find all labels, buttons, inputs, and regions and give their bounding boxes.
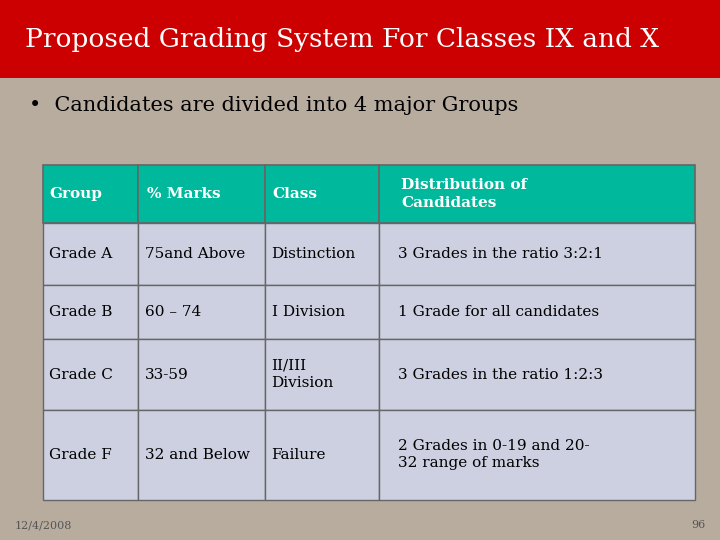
FancyBboxPatch shape [138, 286, 265, 339]
FancyBboxPatch shape [138, 339, 265, 410]
FancyBboxPatch shape [379, 339, 695, 410]
Text: 3 Grades in the ratio 1:2:3: 3 Grades in the ratio 1:2:3 [397, 368, 603, 382]
Text: Grade B: Grade B [49, 305, 112, 319]
FancyBboxPatch shape [43, 339, 138, 410]
Text: 96: 96 [691, 520, 706, 530]
Text: II/III
Division: II/III Division [271, 359, 334, 390]
FancyBboxPatch shape [0, 0, 720, 78]
Text: •  Candidates are divided into 4 major Groups: • Candidates are divided into 4 major Gr… [29, 96, 518, 115]
FancyBboxPatch shape [265, 410, 379, 500]
Text: % Marks: % Marks [147, 187, 220, 201]
FancyBboxPatch shape [138, 224, 265, 286]
Text: Failure: Failure [271, 448, 326, 462]
Text: 12/4/2008: 12/4/2008 [14, 520, 72, 530]
FancyBboxPatch shape [43, 165, 138, 224]
Text: Distribution of
Candidates: Distribution of Candidates [401, 178, 527, 210]
Text: Grade A: Grade A [49, 247, 112, 261]
FancyBboxPatch shape [265, 224, 379, 286]
Text: 32 and Below: 32 and Below [145, 448, 250, 462]
Text: Proposed Grading System For Classes IX and X: Proposed Grading System For Classes IX a… [25, 26, 660, 52]
FancyBboxPatch shape [379, 165, 695, 224]
Text: Grade F: Grade F [49, 448, 112, 462]
Text: I Division: I Division [271, 305, 345, 319]
FancyBboxPatch shape [43, 224, 138, 286]
FancyBboxPatch shape [379, 224, 695, 286]
Text: 60 – 74: 60 – 74 [145, 305, 202, 319]
FancyBboxPatch shape [265, 165, 379, 224]
Text: 3 Grades in the ratio 3:2:1: 3 Grades in the ratio 3:2:1 [397, 247, 603, 261]
FancyBboxPatch shape [265, 286, 379, 339]
FancyBboxPatch shape [379, 286, 695, 339]
Text: Class: Class [273, 187, 318, 201]
FancyBboxPatch shape [43, 410, 138, 500]
FancyBboxPatch shape [43, 286, 138, 339]
Text: Distinction: Distinction [271, 247, 356, 261]
Text: 33-59: 33-59 [145, 368, 189, 382]
Text: Grade C: Grade C [49, 368, 113, 382]
FancyBboxPatch shape [138, 410, 265, 500]
Text: 1 Grade for all candidates: 1 Grade for all candidates [397, 305, 599, 319]
Text: Group: Group [50, 187, 103, 201]
FancyBboxPatch shape [265, 339, 379, 410]
Text: 75and Above: 75and Above [145, 247, 246, 261]
FancyBboxPatch shape [379, 410, 695, 500]
Text: 2 Grades in 0-19 and 20-
32 range of marks: 2 Grades in 0-19 and 20- 32 range of mar… [397, 439, 590, 470]
FancyBboxPatch shape [138, 165, 265, 224]
